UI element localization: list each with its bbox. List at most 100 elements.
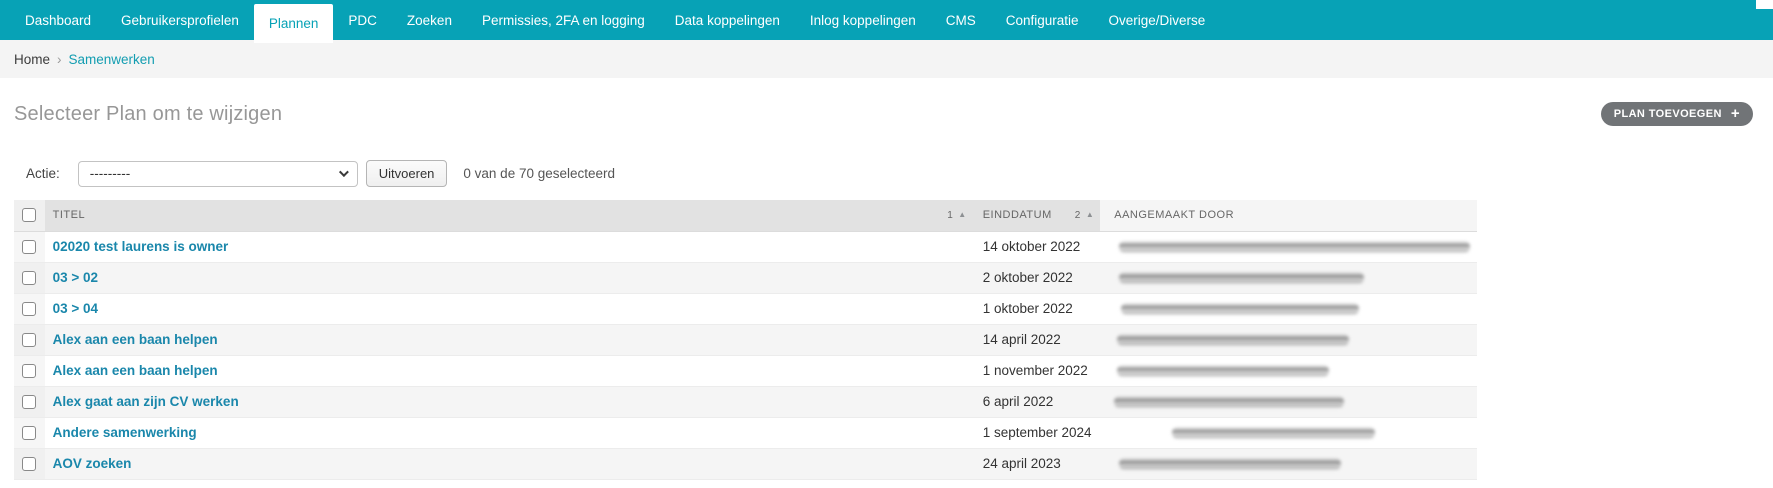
nav-item-overige-diverse[interactable]: Overige/Diverse — [1108, 12, 1206, 28]
table-row: AOV zoeken 24 april 2023 — [14, 448, 1477, 480]
row-aangemaakt-door-cell — [1100, 417, 1477, 449]
plan-title-link[interactable]: Andere samenwerking — [52, 425, 197, 440]
titel-sort-asc-icon[interactable]: ▲ — [958, 210, 967, 220]
nav-item-gebruikersprofielen[interactable]: Gebruikersprofielen — [121, 12, 239, 28]
main-content: Selecteer Plan om te wijzigen PLAN TOEVO… — [0, 102, 1773, 480]
nav-item-zoeken[interactable]: Zoeken — [406, 12, 452, 28]
row-title-cell: Alex gaat aan zijn CV werken — [44, 386, 975, 418]
row-aangemaakt-door-cell — [1100, 324, 1477, 356]
table-row: 02020 test laurens is owner 14 oktober 2… — [14, 231, 1477, 263]
plan-title-link[interactable]: 03 > 02 — [52, 270, 99, 285]
titel-sort-priority[interactable]: 1 — [947, 209, 954, 221]
breadcrumb-current-link[interactable]: Samenwerken — [68, 51, 155, 67]
action-label: Actie: — [26, 166, 60, 181]
row-checkbox[interactable] — [22, 426, 37, 441]
row-checkbox[interactable] — [22, 364, 37, 379]
add-plan-button-label: PLAN TOEVOEGEN — [1613, 108, 1722, 120]
breadcrumb-home-link[interactable]: Home — [14, 51, 51, 67]
chevron-down-icon — [338, 167, 349, 178]
nav-item-inlog-koppelingen[interactable]: Inlog koppelingen — [809, 12, 916, 28]
einddatum-sort-asc-icon[interactable]: ▲ — [1085, 210, 1095, 220]
row-aangemaakt-door-cell — [1100, 262, 1477, 294]
redacted-name — [1119, 240, 1471, 253]
scrollbar-notch — [1756, 0, 1773, 9]
row-checkbox[interactable] — [22, 271, 37, 286]
row-einddatum-cell: 14 oktober 2022 — [974, 231, 1101, 263]
redacted-name — [1119, 271, 1365, 284]
plan-title-link[interactable]: 02020 test laurens is owner — [52, 239, 229, 254]
table-row: 03 > 02 2 oktober 2022 — [14, 262, 1477, 294]
row-einddatum-cell: 2 oktober 2022 — [974, 262, 1101, 294]
nav-item-dashboard[interactable]: Dashboard — [25, 12, 92, 28]
table-row: Alex aan een baan helpen 1 november 2022 — [14, 355, 1477, 387]
redacted-name — [1119, 457, 1342, 470]
nav-item-data-koppelingen[interactable]: Data koppelingen — [674, 12, 780, 28]
column-header-aangemaakt-door: AANGEMAAKT DOOR — [1100, 200, 1477, 232]
row-checkbox-cell — [14, 293, 45, 325]
row-title-cell: AOV zoeken — [44, 448, 975, 480]
row-title-cell: Alex aan een baan helpen — [44, 324, 975, 356]
column-header-einddatum[interactable]: EINDDATUM 2 ▲ — [974, 200, 1101, 232]
nav-item-pdc[interactable]: PDC — [348, 12, 377, 28]
row-einddatum-cell: 1 september 2024 — [974, 417, 1101, 449]
row-einddatum-cell: 6 april 2022 — [974, 386, 1101, 418]
plan-title-link[interactable]: Alex aan een baan helpen — [52, 332, 218, 347]
table-row: 03 > 04 1 oktober 2022 — [14, 293, 1477, 325]
column-header-titel[interactable]: TITEL 1 ▲ — [44, 200, 975, 232]
row-title-cell: 02020 test laurens is owner — [44, 231, 975, 263]
page-head: Selecteer Plan om te wijzigen PLAN TOEVO… — [14, 102, 1753, 126]
row-einddatum-cell: 14 april 2022 — [974, 324, 1101, 356]
redacted-name — [1172, 426, 1376, 439]
nav-item-configuratie[interactable]: Configuratie — [1005, 12, 1079, 28]
select-all-checkbox[interactable] — [22, 208, 37, 223]
column-header-aangemaakt-door-label: AANGEMAAKT DOOR — [1114, 209, 1235, 222]
execute-button[interactable]: Uitvoeren — [365, 160, 448, 187]
action-select-value: --------- — [89, 166, 131, 181]
plan-title-link[interactable]: Alex gaat aan zijn CV werken — [52, 394, 239, 409]
plans-table: TITEL 1 ▲ EINDDATUM 2 ▲ — [14, 200, 1477, 480]
row-aangemaakt-door-cell — [1100, 448, 1477, 480]
row-checkbox-cell — [14, 355, 45, 387]
table-row: Alex aan een baan helpen 14 april 2022 — [14, 324, 1477, 356]
row-checkbox[interactable] — [22, 302, 37, 317]
plan-title-link[interactable]: 03 > 04 — [52, 301, 99, 316]
row-aangemaakt-door-cell — [1100, 231, 1477, 263]
add-plan-button[interactable]: PLAN TOEVOEGEN + — [1600, 102, 1753, 126]
page-title: Selecteer Plan om te wijzigen — [14, 102, 283, 125]
table-row: Alex gaat aan zijn CV werken 6 april 202… — [14, 386, 1477, 418]
row-checkbox-cell — [14, 417, 45, 449]
column-header-titel-label[interactable]: TITEL — [52, 209, 86, 222]
row-checkbox-cell — [14, 231, 45, 263]
row-checkbox[interactable] — [22, 333, 37, 348]
breadcrumb-separator: › — [57, 51, 62, 67]
row-checkbox[interactable] — [22, 240, 37, 255]
row-aangemaakt-door-cell — [1100, 293, 1477, 325]
actions-bar: Actie: --------- Uitvoeren 0 van de 70 g… — [14, 160, 1753, 187]
row-title-cell: 03 > 04 — [44, 293, 975, 325]
row-checkbox-cell — [14, 448, 45, 480]
plan-title-link[interactable]: AOV zoeken — [52, 456, 132, 471]
row-checkbox-cell — [14, 324, 45, 356]
nav-item-cms[interactable]: CMS — [945, 12, 976, 28]
redacted-name — [1117, 364, 1330, 377]
redacted-name — [1114, 395, 1345, 408]
row-einddatum-cell: 1 november 2022 — [974, 355, 1101, 387]
table-header-row: TITEL 1 ▲ EINDDATUM 2 ▲ — [14, 200, 1477, 232]
table-row: Andere samenwerking 1 september 2024 — [14, 417, 1477, 449]
nav-item-permissies-2fa-en-logging[interactable]: Permissies, 2FA en logging — [481, 12, 645, 28]
row-checkbox-cell — [14, 386, 45, 418]
row-title-cell: Alex aan een baan helpen — [44, 355, 975, 387]
einddatum-sort-priority[interactable]: 2 — [1074, 209, 1081, 221]
nav-item-plannen[interactable]: Plannen — [253, 4, 334, 43]
row-title-cell: Andere samenwerking — [44, 417, 975, 449]
row-einddatum-cell: 24 april 2023 — [974, 448, 1101, 480]
selection-status: 0 van de 70 geselecteerd — [463, 166, 616, 181]
row-einddatum-cell: 1 oktober 2022 — [974, 293, 1101, 325]
row-checkbox[interactable] — [22, 395, 37, 410]
row-checkbox[interactable] — [22, 457, 37, 472]
plan-title-link[interactable]: Alex aan een baan helpen — [52, 363, 218, 378]
action-select[interactable]: --------- — [77, 160, 358, 187]
column-header-einddatum-label[interactable]: EINDDATUM — [982, 209, 1052, 222]
breadcrumb: Home › Samenwerken — [0, 40, 1773, 78]
row-aangemaakt-door-cell — [1100, 355, 1477, 387]
